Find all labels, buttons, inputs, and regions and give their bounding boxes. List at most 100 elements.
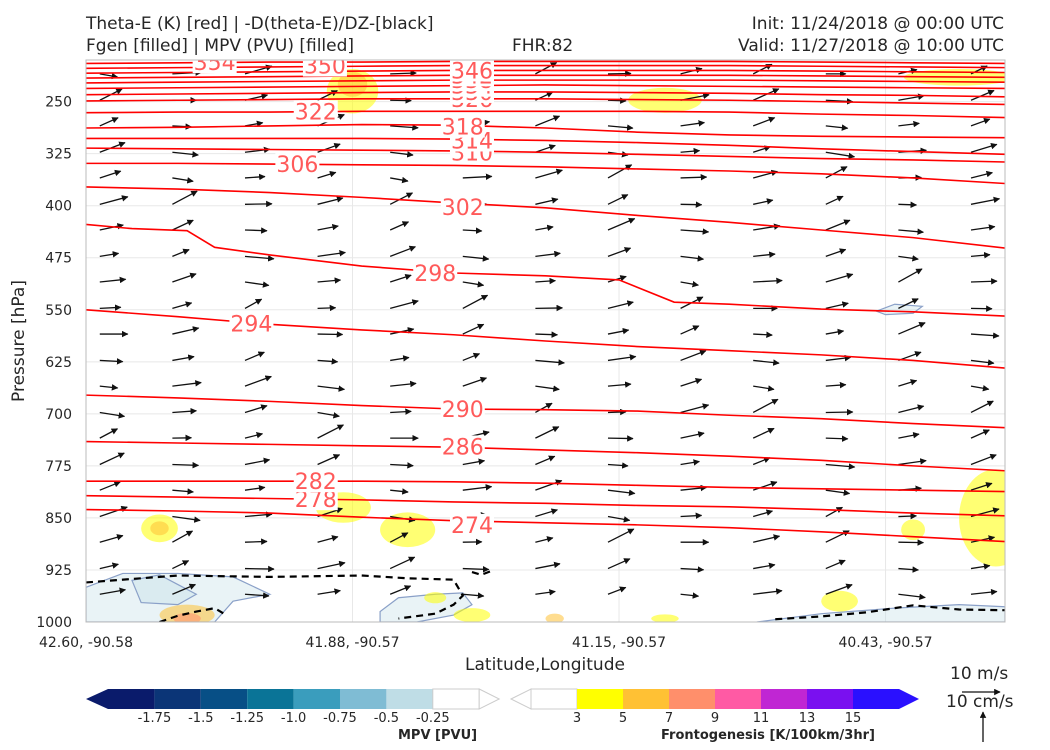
wind-vector: [607, 124, 634, 131]
colorbar-swatch: [432, 688, 480, 710]
wind-vector: [99, 304, 122, 311]
wind-vector: [389, 273, 412, 283]
mpv-colorbar: -1.75 -1.5 -1.25 -1.0 -0.75 -0.5 -0.25: [86, 688, 501, 726]
wind-vector: [172, 560, 190, 570]
fgen-region: [173, 612, 201, 622]
theta-e-label-bg: [440, 196, 485, 219]
wind-vector: [970, 588, 998, 596]
wind-vector: [462, 592, 485, 599]
wind-vector: [390, 488, 409, 495]
wind-vector: [607, 194, 629, 205]
theta-e-contour: [86, 440, 1005, 472]
fgen-region: [380, 512, 436, 548]
colorbar-swatch: [200, 689, 248, 709]
wind-vector: [317, 223, 339, 231]
wind-vector: [317, 196, 344, 205]
theta-e-contour: [86, 508, 1005, 543]
wind-vector: [244, 351, 265, 362]
theta-e-contour: [86, 147, 1005, 163]
wind-vector: [172, 151, 199, 158]
wind-vector: [390, 355, 410, 362]
colorbar-swatch: [807, 689, 853, 709]
theta-e-label: 298: [414, 262, 456, 287]
wind-vector: [172, 461, 200, 469]
fgen-region: [901, 519, 926, 541]
fgen-region: [453, 608, 491, 622]
wind-vector: [535, 250, 561, 258]
wind-vector: [172, 190, 198, 205]
wind-vector: [753, 509, 774, 518]
theta-e-label: 278: [295, 488, 337, 513]
colorbar-tick: 13: [799, 711, 816, 726]
wind-vector: [825, 124, 849, 131]
wind-vector: [680, 280, 699, 288]
wind-reference-label: 10 m/s: [950, 664, 1009, 684]
colorbar-extend: [478, 688, 501, 710]
wind-vector: [172, 219, 194, 231]
wind-vector: [99, 276, 127, 284]
theta-e-contour: [86, 91, 1005, 98]
wind-vector: [317, 560, 346, 570]
wind-vector: [535, 385, 560, 392]
colorbar-tick: -1.5: [188, 711, 213, 726]
fgen-region: [545, 613, 564, 622]
wind-vector: [317, 385, 346, 392]
wind-vector: [680, 228, 710, 235]
wind-vector: [317, 424, 345, 439]
wind-vector: [825, 463, 856, 470]
theta-e-contour: [86, 74, 1005, 79]
colorbar-swatch: [293, 689, 340, 709]
wind-vector: [680, 512, 703, 519]
wind-vector: [898, 201, 918, 208]
wind-vector: [898, 593, 926, 601]
wind-vector: [970, 385, 990, 392]
wind-vector: [317, 454, 341, 466]
colorbar-swatch: [340, 689, 387, 709]
wind-vector: [535, 115, 561, 127]
wind-vector: [244, 484, 266, 492]
wind-vector: [99, 562, 119, 570]
wind-vector: [99, 452, 125, 466]
wind-vector: [389, 245, 417, 257]
wind-vector: [753, 331, 773, 338]
wind-vector: [462, 173, 493, 180]
wind-vector: [317, 143, 341, 153]
fgen-region: [150, 521, 169, 536]
wind-vector: [389, 192, 414, 205]
theta-e-label: 306: [276, 153, 318, 178]
wind-vector: [535, 479, 563, 491]
wind-vector: [607, 381, 632, 388]
wind-vector: [970, 196, 1001, 205]
wind-vector: [462, 281, 485, 288]
wind-vector: [244, 281, 270, 288]
wind-vector: [898, 322, 926, 335]
theta-e-contour: [86, 494, 1005, 517]
wind-vector: [317, 588, 341, 595]
colorbar-swatch: [715, 689, 761, 709]
colorbar-swatch: [530, 688, 578, 710]
colorbar-tick: 15: [845, 711, 862, 726]
wind-vector: [390, 176, 409, 184]
wind-vector: [680, 566, 705, 573]
colorbar-swatch: [108, 689, 155, 709]
theta-e-label-bg: [275, 153, 320, 176]
wind-vector: [462, 458, 486, 466]
wind-vector: [535, 426, 560, 439]
wind-vector: [535, 277, 556, 285]
wind-vector: [172, 380, 202, 387]
wind-vector: [680, 66, 703, 75]
theta-e-label-bg: [449, 513, 494, 536]
mpv-region: [131, 574, 198, 606]
theta-e-label: 322: [295, 100, 337, 125]
theta-e-contour: [86, 79, 1005, 84]
wind-vector: [753, 534, 781, 543]
wind-vector: [607, 300, 634, 310]
wind-vector: [970, 429, 990, 439]
wind-vector: [317, 170, 337, 179]
wind-vector: [462, 255, 490, 262]
wind-vector: [825, 195, 844, 205]
theta-e-contour: [86, 308, 1005, 369]
wind-vector: [462, 484, 493, 491]
colorbar-tick: 9: [711, 711, 719, 726]
x-tick-label: 42.60, -90.58: [39, 635, 133, 651]
